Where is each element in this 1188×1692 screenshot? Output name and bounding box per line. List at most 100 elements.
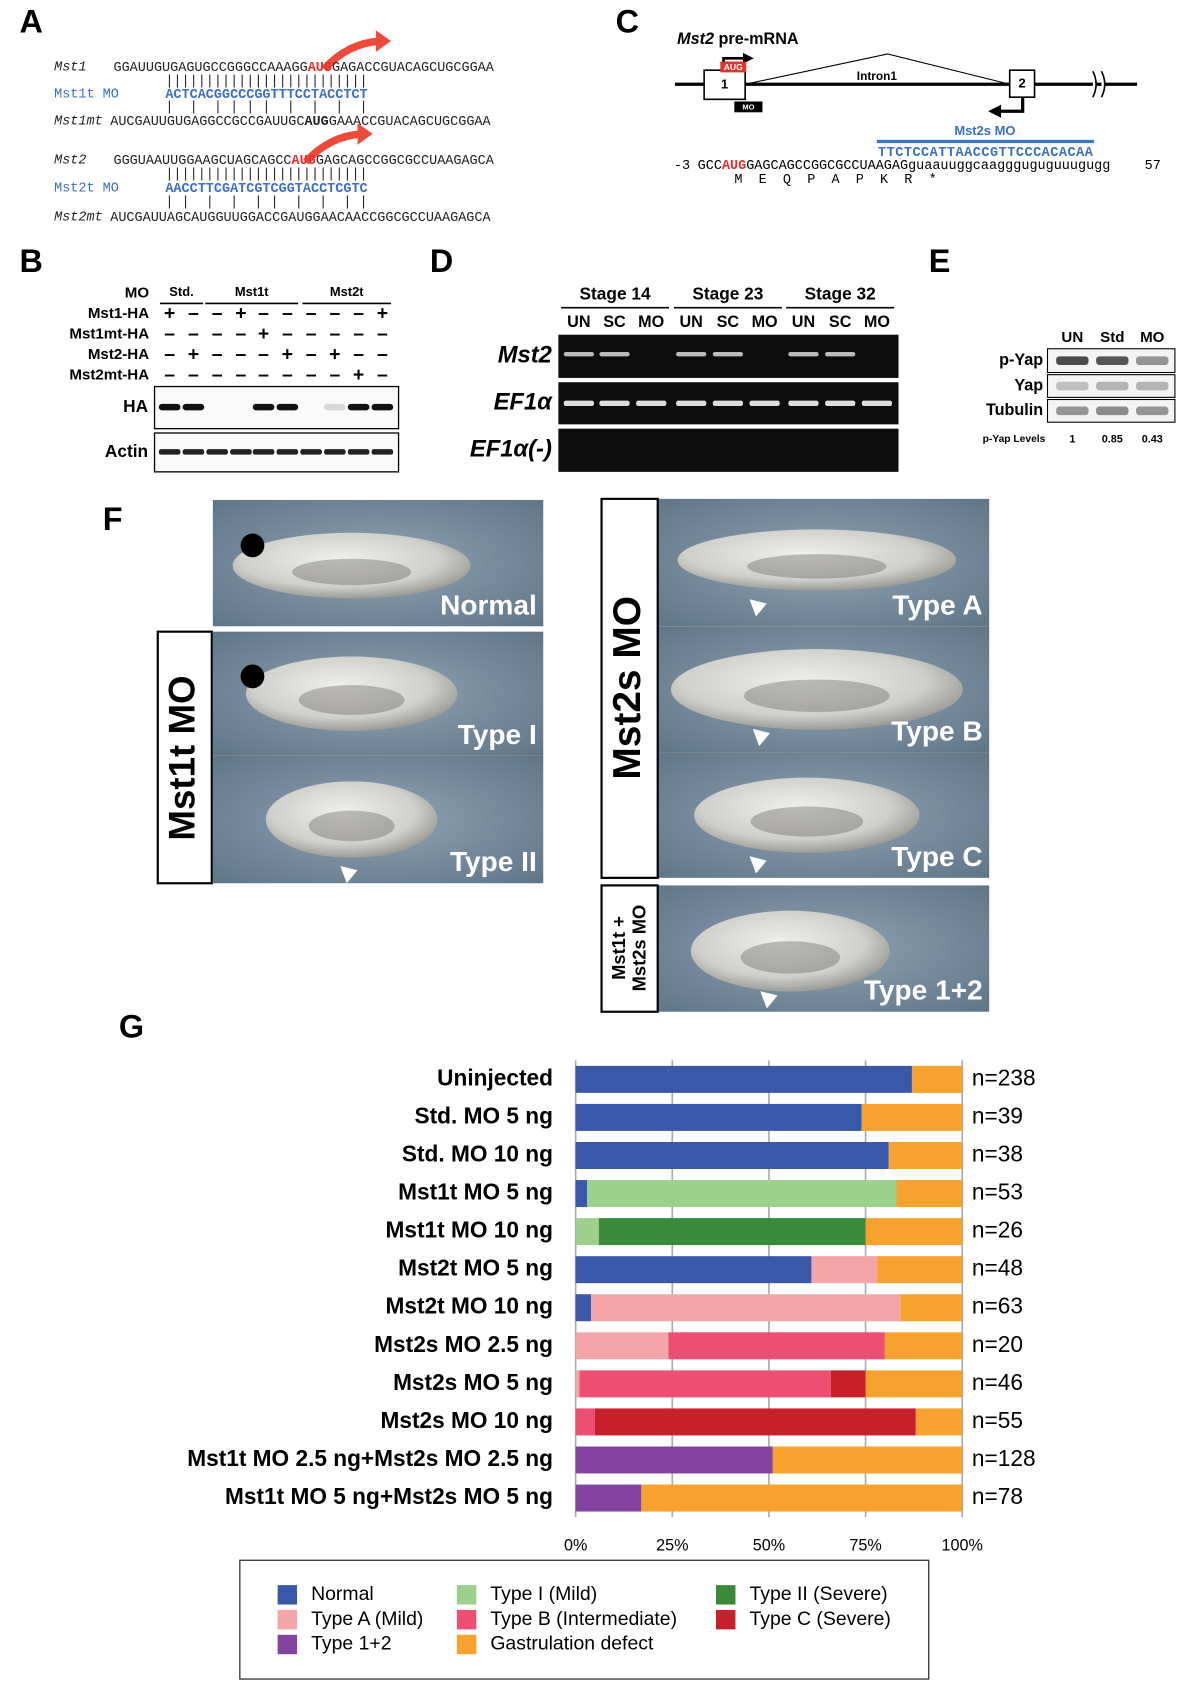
sequence: GCCAUGGAGCAGCCGGCGCCUAAGAGguaauuggcaaggg… — [698, 159, 1111, 174]
band — [749, 400, 780, 406]
embryo — [232, 532, 471, 599]
panel-label: D — [430, 243, 453, 279]
sign: + — [282, 343, 293, 365]
band — [252, 449, 275, 455]
sign: – — [306, 343, 317, 365]
sign: – — [258, 302, 269, 324]
band — [276, 449, 299, 455]
lane-label: SC — [829, 313, 852, 331]
band — [158, 449, 181, 455]
gel-label: Mst2 — [498, 342, 552, 369]
seq-part: AUG — [722, 159, 746, 174]
embryo — [694, 777, 920, 853]
band — [1096, 406, 1129, 416]
pigment — [743, 679, 890, 712]
n-label: n=53 — [972, 1179, 1023, 1205]
sequence: ACTCACGGCCCGGTTTCCTACCTCT — [165, 88, 367, 103]
mo-box — [734, 101, 763, 113]
sign: – — [329, 302, 340, 324]
blot-label: HA — [123, 396, 148, 416]
sign: – — [306, 364, 317, 386]
sign: – — [282, 302, 293, 324]
photo-label: Type A — [892, 589, 982, 620]
bar-segment — [865, 1218, 963, 1246]
bar-segment — [575, 1103, 862, 1131]
legend-box — [239, 1559, 930, 1680]
seq-name: Mst2 — [54, 153, 86, 168]
band — [182, 449, 205, 455]
band — [1096, 381, 1129, 391]
sign: – — [164, 364, 175, 386]
lane-label: UN — [792, 313, 815, 331]
sign: – — [212, 364, 223, 386]
pairing: | | | | | | | | | | — [165, 195, 367, 210]
sign: – — [377, 323, 388, 345]
band — [563, 352, 594, 357]
panel-label: A — [20, 3, 43, 39]
sign: + — [258, 323, 269, 345]
sign: – — [282, 364, 293, 386]
category-label: Mst2s MO 5 ng — [393, 1369, 553, 1395]
n-label: n=78 — [972, 1483, 1023, 1509]
seq-name: Mst1 — [54, 61, 86, 76]
sign: – — [258, 343, 269, 365]
group-label: Mst1t — [235, 284, 269, 299]
category-label: Mst1t MO 10 ng — [386, 1217, 553, 1243]
photo-label: Type 1+2 — [864, 975, 983, 1006]
arrow — [321, 37, 381, 72]
band — [1056, 406, 1089, 416]
sign: – — [212, 323, 223, 345]
panel-label: E — [929, 243, 951, 279]
seq-part: GGAUUGUGAGUGCCGGGCCAAAGG — [114, 61, 308, 76]
gel-label: EF1α(-) — [470, 436, 552, 463]
bar-segment — [575, 1141, 889, 1169]
category-label: Uninjected — [437, 1064, 553, 1090]
seq-part: AUG — [304, 114, 328, 129]
embryo — [690, 910, 890, 992]
arrowhead — [749, 856, 767, 874]
seq-part: guaauuggcaaggguguguuugugg — [908, 159, 1110, 174]
bar-segment — [830, 1370, 866, 1398]
exon-label: 1 — [721, 77, 728, 92]
legend-swatch — [456, 1585, 477, 1605]
band — [676, 400, 707, 406]
break — [1092, 70, 1106, 98]
mo-label: MO — [742, 102, 754, 111]
photo-label: Normal — [440, 589, 537, 620]
group-label: Std. — [169, 284, 193, 299]
band — [636, 400, 667, 406]
photo-label: Type II — [450, 846, 537, 877]
n-label: n=128 — [972, 1445, 1036, 1471]
sign: – — [188, 323, 199, 345]
sign: – — [353, 323, 364, 345]
seq-part: GAGCAGCCGGCGCCUAAGAGCA — [316, 153, 495, 168]
seq-part: GAAACCGUACAGCUGCGGAA — [329, 114, 492, 129]
band — [252, 403, 275, 411]
bar-segment — [575, 1370, 580, 1398]
arrowhead — [749, 599, 767, 617]
x-tick-label: 100% — [941, 1537, 982, 1555]
bar-segment — [575, 1294, 592, 1322]
band — [230, 449, 252, 455]
panel-label: G — [119, 1009, 144, 1045]
band — [1056, 356, 1089, 365]
n-label: n=39 — [972, 1102, 1023, 1128]
band — [206, 449, 228, 455]
blot-label: Tubulin — [986, 401, 1043, 419]
lane-label: SC — [603, 313, 626, 331]
n-label: n=48 — [972, 1255, 1023, 1281]
bar-segment — [865, 1370, 963, 1398]
bar-segment — [900, 1294, 963, 1322]
mo-seq: TTCTCCATTAACCGTTCCCACACAA — [878, 146, 1094, 161]
legend-swatch — [277, 1609, 298, 1630]
exon — [1008, 69, 1036, 98]
embryo — [677, 529, 957, 591]
gel — [558, 428, 899, 472]
sign: – — [306, 323, 317, 345]
category-label: Mst1t MO 5 ng+Mst2s MO 5 ng — [225, 1483, 553, 1509]
bar-segment — [896, 1180, 963, 1208]
group-label: Mst2t — [330, 284, 364, 299]
category-label: Mst1t MO 5 ng — [398, 1179, 553, 1205]
level: 0.43 — [1142, 433, 1163, 445]
